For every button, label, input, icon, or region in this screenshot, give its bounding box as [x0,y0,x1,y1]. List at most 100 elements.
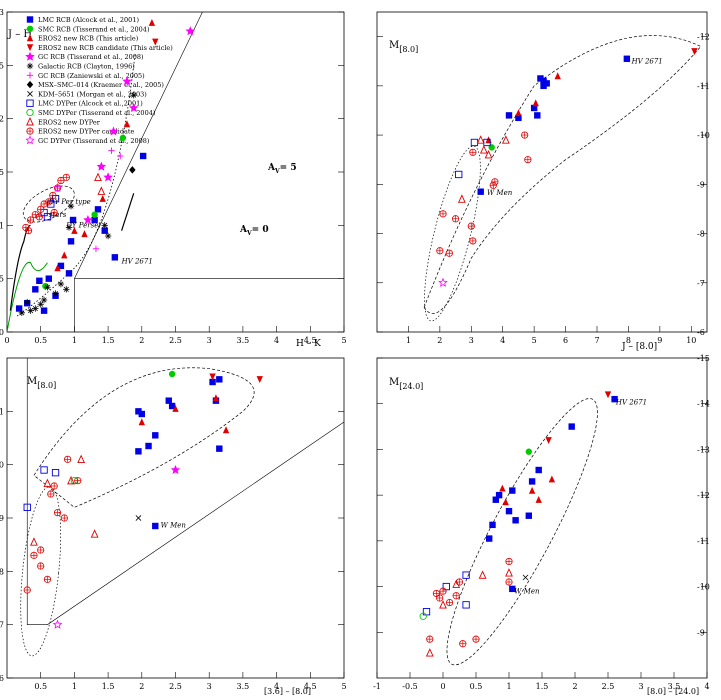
x-tick-label: 3.5 [237,682,250,691]
x-axis-label: [8.0] – [24.0] [647,687,699,696]
x-ticks: 1 2 3 4 5 6 7 8 9 10 [406,326,696,345]
y-tick-label: -6 [697,328,705,337]
point-square [45,275,52,282]
y-tick-label: -9 [697,180,705,189]
point-triangle [499,484,506,492]
legend-marker [26,44,34,52]
point-open-square [43,213,52,221]
y-tick-label: -7 [697,279,705,288]
rcb-region-boundary [26,358,345,625]
x-tick-label: 4 [704,682,709,691]
panel-m24-vs-8-24: M[24.0] [8.0] – [24.0] -1 -0.5 0 0.5 1 1.5 2 2.… [373,354,710,696]
point-square [216,376,223,383]
point-asterisk [18,309,26,316]
x-tick-label: 1 [406,336,411,345]
point-triangle-down [604,391,612,399]
y-tick-label: -12 [697,491,710,500]
point-square [57,262,65,270]
x-tick-label: 1 [72,336,77,345]
point-plus [108,147,115,154]
panel-m8-vs-j8: M[8.0] J – [8.0] 1 2 3 4 5 6 7 8 9 10 -6 -7 -8 -9 -10… [376,11,710,352]
point-square [135,408,142,415]
legend-marker [25,51,35,61]
point-open-triangle [478,570,487,579]
point-square [15,305,23,312]
x-tick-label: -1 [373,682,381,691]
point-triangle [61,251,68,259]
y-tick-label: -10 [697,583,710,592]
data-points [436,48,698,287]
y-tick-label: -11 [697,82,710,91]
overlays [20,358,345,657]
point-square [525,512,532,519]
overlays [423,35,702,322]
point-square [135,448,142,455]
point-open-square [422,608,431,616]
point-open-star [52,619,63,629]
x-axis-label: H – K [296,339,321,349]
point-square [165,397,172,404]
point-triangle [212,394,220,402]
legend-marker [26,25,34,32]
y-ticks: -6 -7 -8 -9 -10 -11 [0,407,344,683]
point-open-square [462,571,470,579]
x-tick-label: 7 [594,336,599,345]
point-star [103,172,113,182]
x-tick-label: 3 [469,336,474,345]
legend-marker [26,117,34,126]
legend-label: SMC RCB (Tisserand et al., 2004) [38,25,150,33]
point-triangle-down [152,38,159,46]
x-tick-label: 3 [207,682,212,691]
point-asterisk [63,286,70,293]
y-axis-label: J – H [7,29,32,40]
y-ticks: -6 -7 -8 -9 -10 -11 -12 [377,33,710,337]
point-cross [135,515,142,521]
point-open-triangle [94,172,102,181]
point-asterisk [32,305,39,312]
data-points [23,370,263,629]
point-asterisk [37,301,44,308]
reddening-vector [121,193,135,231]
x-tick-label: 2 [139,336,144,345]
legend: LMC RCB (Alcock et al., 2001)SMC RCB (Ti… [25,16,173,145]
point-open-square [40,466,48,474]
point-square [168,402,176,410]
point-open-square [470,138,479,147]
x-tick-label: 0.5 [470,682,483,691]
y-tick-label: 0.5 [0,275,4,284]
legend-marker [26,72,34,79]
point-triangle [222,426,230,434]
x-axis-label: [3.6] – [8.0] [264,687,311,696]
x-tick-label: 1 [72,682,77,691]
point-asterisk [27,307,34,314]
x-tick-label: 3.5 [668,682,681,691]
point-triangle [515,109,522,117]
point-square [32,286,39,293]
annotation: W Men [487,189,513,197]
point-square [495,491,503,499]
legend-label: EROS2 new RCB (This article) [38,35,139,43]
y-tick-label: 3 [0,8,4,17]
point-square [515,114,522,122]
x-tick-label: 3 [638,682,643,691]
point-triangle [172,404,179,412]
y-tick-label: -8 [697,230,705,239]
point-star [108,126,119,136]
y-tick-label: -11 [697,537,710,546]
x-tick-label: -0.5 [402,682,417,691]
point-triangle [502,498,509,506]
point-triangle [554,72,561,80]
point-square [540,82,547,90]
legend-label: GC DYPer (Tisserand et al., 2008) [38,137,150,145]
point-open-triangle [452,579,461,588]
point-star [128,102,139,113]
rcb-envelope [446,398,598,666]
point-asterisk [67,202,75,210]
dyper-envelope [20,486,62,657]
point-triangle [548,475,556,483]
x-tick-label: 4.5 [304,336,317,345]
rcb-envelope [33,367,255,508]
point-plus [92,245,100,252]
annotation: W Men [161,522,187,530]
